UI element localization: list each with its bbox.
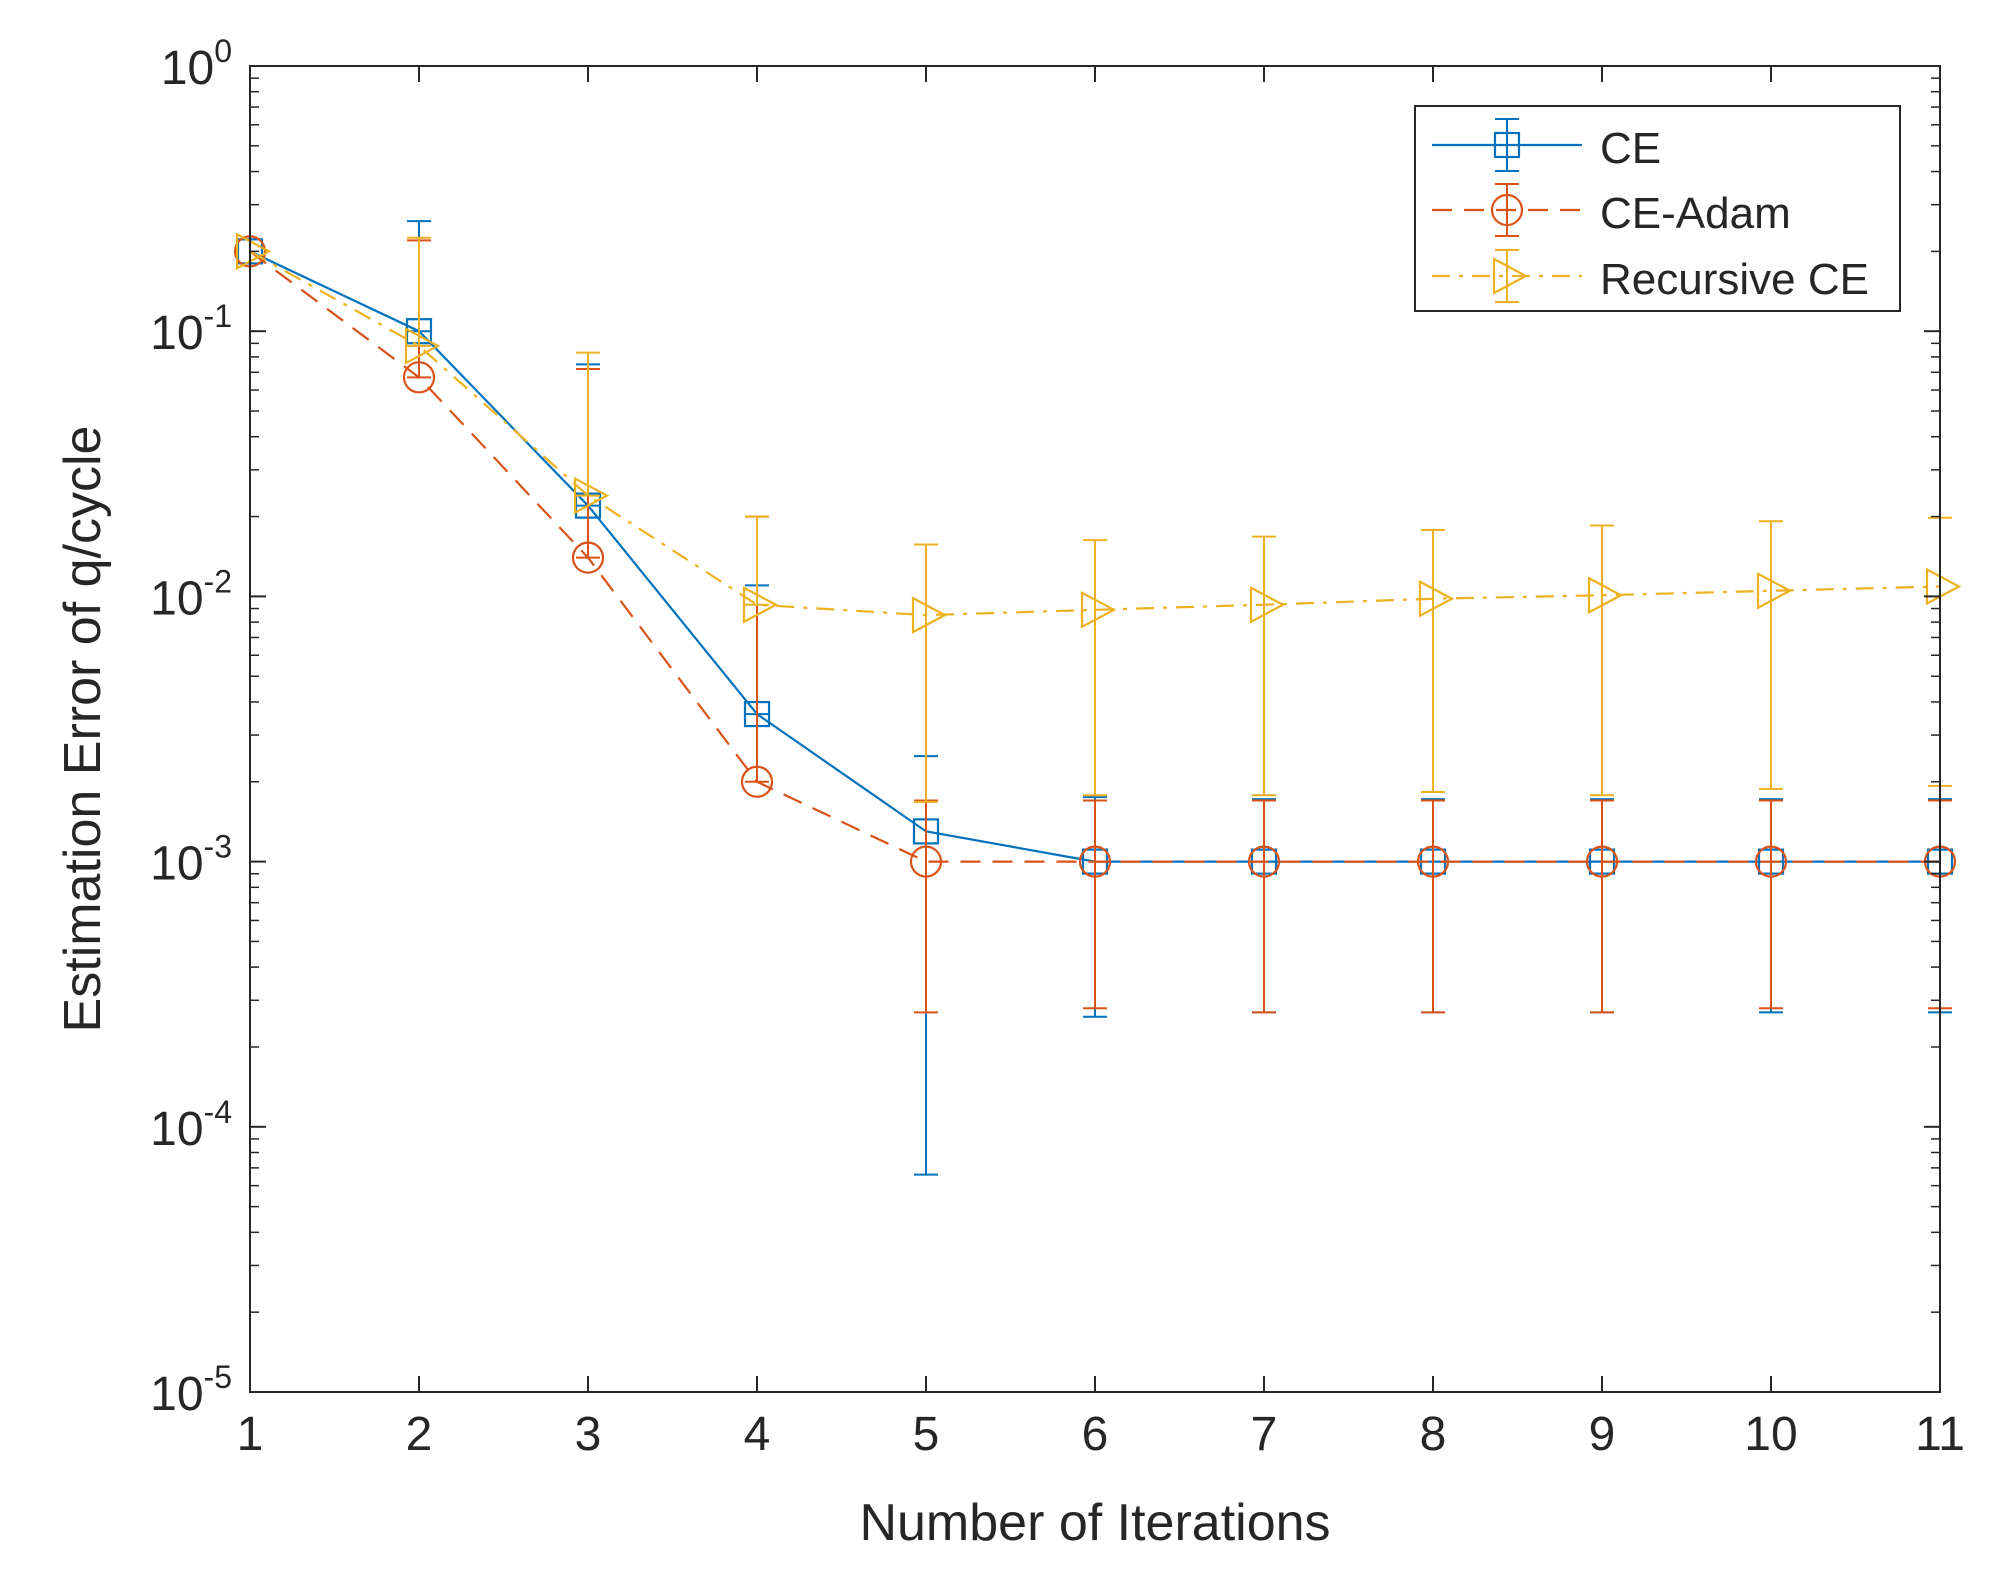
x-tick-label: 11	[1915, 1408, 1965, 1461]
x-tick-label: 2	[406, 1408, 433, 1461]
axes-layer: 1 2 3 4 5 6 7 8 9 10 11 100 10-1 10-2 10-3 10-4 10-5	[150, 33, 1965, 1461]
x-axis-label: Number of Iterations	[859, 1494, 1330, 1552]
data-point	[1585, 845, 1619, 878]
legend-entries: CE CE-Adam Recursive CE	[1432, 118, 1869, 304]
legend-label-ce: CE	[1600, 124, 1661, 173]
y-tick-label: 10-2	[150, 563, 232, 625]
series-line	[249, 250, 1940, 863]
legend-marker	[1490, 193, 1524, 227]
data-point	[402, 361, 436, 394]
series-line	[249, 250, 1941, 617]
data-point	[1247, 845, 1281, 878]
data-point	[573, 476, 610, 515]
x-tick-label: 7	[1251, 1408, 1278, 1461]
legend-marker	[1492, 257, 1529, 295]
data-point	[1754, 845, 1788, 878]
data-point	[1078, 845, 1112, 878]
x-tick-label: 10	[1744, 1408, 1797, 1461]
data-point	[1416, 845, 1450, 878]
y-tick-label: 100	[161, 33, 232, 95]
legend-marker	[1493, 131, 1521, 159]
y-tick-label: 10-4	[150, 1094, 232, 1156]
data-point	[571, 541, 605, 574]
data-point	[1587, 576, 1624, 615]
legend-label-recursive-ce: Recursive CE	[1600, 255, 1869, 304]
series-layer	[233, 220, 1962, 1176]
x-tick-label: 3	[575, 1408, 602, 1461]
data-point	[1925, 567, 1962, 606]
series-ce-adam	[233, 235, 1957, 1014]
y-tick-label: 10-1	[150, 298, 232, 360]
y-axis-label: Estimation Error of q/cycle	[54, 426, 112, 1033]
legend-label-ce-adam: CE-Adam	[1600, 189, 1791, 238]
data-point	[740, 765, 774, 798]
data-point	[911, 596, 948, 634]
data-point	[1080, 590, 1117, 629]
x-tick-label: 1	[237, 1408, 264, 1461]
data-point	[1418, 579, 1455, 618]
series-recursive-ce	[235, 232, 1962, 803]
y-tick-label: 10-5	[150, 1359, 232, 1421]
data-point	[742, 585, 779, 624]
data-point	[1756, 571, 1793, 610]
x-tick-label: 6	[1082, 1408, 1109, 1461]
y-tick-label: 10-3	[150, 829, 232, 891]
data-point	[404, 327, 441, 365]
data-point	[909, 845, 943, 878]
data-point	[235, 232, 272, 271]
x-tick-label: 4	[744, 1408, 771, 1461]
data-point	[1249, 585, 1286, 624]
x-tick-label: 8	[1420, 1408, 1447, 1461]
x-tick-label: 9	[1589, 1408, 1616, 1461]
legend: CE CE-Adam Recursive CE	[1414, 105, 1901, 312]
x-tick-label: 5	[913, 1408, 940, 1461]
